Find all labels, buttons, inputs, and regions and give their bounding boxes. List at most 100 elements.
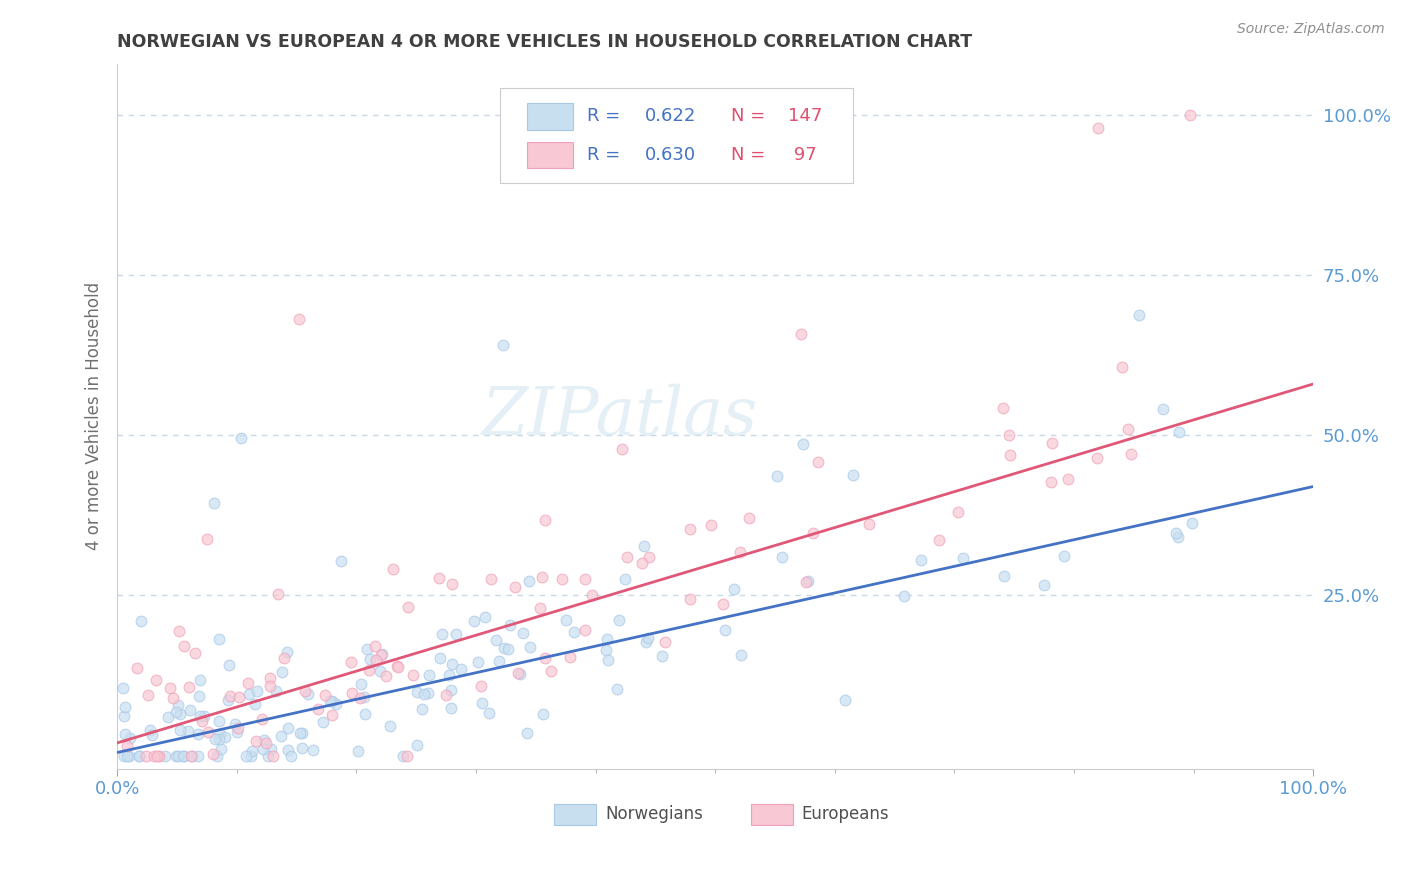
Text: N =: N = — [731, 107, 770, 126]
Point — [519, 640, 541, 655]
Point — [607, 614, 630, 628]
Point — [125, 661, 148, 675]
Point — [1152, 401, 1174, 416]
Y-axis label: 4 or more Vehicles in Household: 4 or more Vehicles in Household — [86, 282, 103, 550]
Point — [228, 690, 250, 705]
Point — [321, 694, 343, 708]
Point — [730, 648, 752, 662]
Point — [169, 723, 191, 737]
Point — [311, 715, 333, 730]
Point — [357, 663, 380, 677]
Point — [529, 601, 551, 615]
Point — [288, 312, 311, 326]
Point — [406, 685, 429, 699]
Point — [371, 647, 394, 661]
Text: R =: R = — [588, 146, 626, 164]
Point — [259, 671, 281, 685]
Bar — [554, 804, 596, 825]
Point — [370, 664, 392, 678]
Point — [470, 679, 492, 693]
Point — [224, 717, 246, 731]
Point — [496, 642, 519, 657]
Point — [253, 733, 276, 747]
Point — [190, 714, 212, 729]
Point — [558, 650, 581, 665]
Point — [550, 572, 572, 586]
Point — [167, 624, 190, 639]
Point — [562, 624, 585, 639]
Text: N =: N = — [731, 146, 770, 164]
Point — [492, 338, 515, 352]
Point — [509, 667, 531, 681]
Point — [188, 709, 211, 723]
Point — [998, 427, 1021, 442]
Point — [396, 748, 419, 763]
Point — [801, 525, 824, 540]
Point — [226, 721, 249, 735]
Point — [120, 731, 142, 745]
Point — [245, 734, 267, 748]
Point — [195, 533, 218, 547]
Point — [330, 554, 353, 568]
Point — [1167, 425, 1189, 439]
Point — [418, 668, 440, 682]
Point — [834, 693, 856, 707]
Point — [770, 550, 793, 565]
Point — [637, 631, 659, 645]
Point — [218, 658, 240, 673]
Point — [387, 660, 409, 674]
Text: Source: ZipAtlas.com: Source: ZipAtlas.com — [1237, 22, 1385, 37]
Point — [181, 748, 204, 763]
Point — [277, 722, 299, 736]
Point — [294, 684, 316, 698]
Point — [260, 741, 283, 756]
Point — [534, 650, 557, 665]
Point — [413, 687, 436, 701]
Point — [893, 589, 915, 603]
Point — [112, 748, 135, 763]
Point — [193, 709, 215, 723]
Point — [114, 700, 136, 714]
Point — [270, 729, 292, 743]
Point — [1119, 447, 1142, 461]
Point — [998, 448, 1021, 462]
Point — [440, 701, 463, 715]
Point — [375, 669, 398, 683]
Point — [1118, 422, 1140, 436]
Point — [429, 650, 451, 665]
Point — [366, 653, 388, 667]
Point — [187, 748, 209, 763]
Point — [208, 732, 231, 747]
Text: Norwegians: Norwegians — [605, 805, 703, 823]
Point — [396, 599, 419, 614]
Point — [184, 646, 207, 660]
Point — [993, 569, 1015, 583]
Point — [190, 673, 212, 688]
Point — [214, 731, 236, 745]
Point — [1166, 529, 1188, 543]
Point — [217, 693, 239, 707]
FancyBboxPatch shape — [501, 88, 853, 184]
Point — [1087, 120, 1109, 135]
Bar — [527, 142, 572, 169]
Point — [737, 511, 759, 525]
Point — [146, 748, 169, 763]
Point — [574, 624, 596, 638]
Point — [156, 709, 179, 723]
Point — [405, 738, 427, 752]
Point — [679, 522, 702, 536]
Point — [842, 467, 865, 482]
Point — [209, 727, 232, 741]
Point — [301, 743, 323, 757]
Point — [359, 651, 381, 665]
Point — [219, 689, 242, 703]
Point — [179, 680, 201, 694]
Point — [612, 442, 634, 457]
Text: ZIPatlas: ZIPatlas — [481, 384, 758, 449]
Point — [478, 706, 501, 720]
Point — [531, 570, 554, 584]
Point — [381, 562, 404, 576]
Point — [440, 657, 463, 672]
Point — [574, 572, 596, 586]
Point — [179, 703, 201, 717]
